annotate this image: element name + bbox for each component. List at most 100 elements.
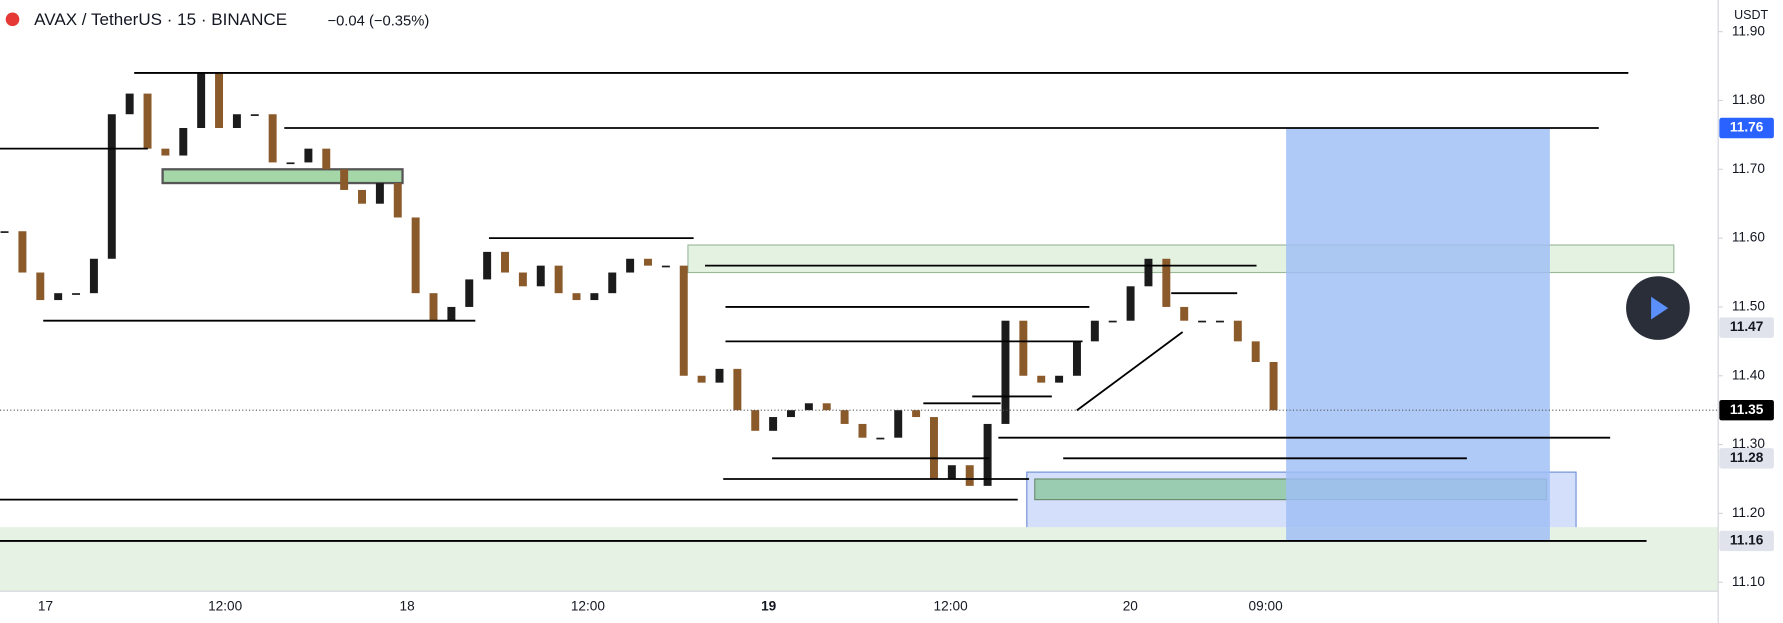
price-badge-label: 11.16 [1730,533,1764,548]
candle [858,423,867,438]
candle [0,231,9,233]
candle [751,410,760,431]
candle [1162,258,1171,307]
candle [608,272,617,294]
candle [1233,320,1242,342]
candle [393,183,402,218]
price-badge [1719,317,1774,338]
candle [661,265,670,268]
candle [232,114,241,129]
candle [572,293,581,301]
candle [912,410,921,418]
candle [322,148,331,170]
candle [304,148,313,163]
candle [1072,341,1081,376]
x-tick-label: 12:00 [571,599,606,614]
candle [644,258,652,266]
y-tick-label: 11.40 [1732,367,1766,382]
candle [518,272,527,287]
symbol-title[interactable]: AVAX / TetherUS · 15 · BINANCE [34,10,287,29]
symbol-logo [5,12,20,27]
candle [822,403,831,411]
play-icon[interactable] [1651,296,1669,320]
candle [465,279,474,307]
y-tick-label: 11.70 [1732,161,1766,176]
y-tick-label: 11.20 [1732,505,1766,520]
candle [143,93,152,149]
price-badge [1719,117,1774,139]
candle [89,258,98,294]
candle [197,72,206,129]
x-tick-label: 18 [400,599,415,614]
candle [447,306,456,321]
axis: 11.10 11.20 11.30 11.40 11.50 11.60 11.70 11.80… [38,23,1774,614]
candle [1126,286,1135,321]
play-button[interactable] [1626,276,1690,340]
zone [1286,128,1550,541]
y-tick-label: 11.80 [1732,92,1766,107]
candle [1019,320,1028,376]
candle [1269,361,1278,411]
candle [1144,258,1153,287]
candle [54,293,63,301]
candle [161,148,170,156]
candle [1037,375,1046,383]
candle [1055,375,1064,383]
candle [1001,320,1010,424]
zone [161,168,404,185]
candle [965,465,974,486]
candle [554,265,563,294]
x-tick-label: 12:00 [208,599,243,614]
x-tick-label: 09:00 [1249,599,1284,614]
candle [894,410,903,438]
x-tick-label: 17 [38,599,53,614]
candle [840,410,849,424]
candle [733,368,742,411]
y-tick-label: 11.60 [1732,230,1766,245]
candle [590,293,599,301]
candle [1090,320,1099,342]
candle [804,403,813,411]
trend-line [1076,331,1184,412]
candle [697,375,706,383]
candle [947,465,956,479]
candle [340,169,349,190]
candle [876,437,885,440]
candle [787,410,795,418]
candle [429,293,438,321]
plot [0,72,1719,542]
candle [268,114,277,163]
candle [179,128,188,156]
candle [215,72,224,129]
y-tick-label: 11.10 [1732,574,1766,589]
candle [929,417,938,479]
candle [1180,306,1189,321]
candle [411,217,420,294]
candle [36,272,45,301]
y-tick-label: 11.50 [1732,299,1766,314]
price-badge [1719,448,1774,469]
candle [250,114,259,116]
candle [358,189,366,204]
candle [375,183,384,204]
y-tick-label: 11.90 [1732,23,1766,38]
price-unit: USDT [1734,8,1768,22]
price-badge-label: 11.76 [1730,120,1764,135]
candle [1108,320,1117,323]
candle [1251,341,1260,362]
candle [286,162,295,165]
candle [769,417,778,431]
price-badge [1719,530,1774,552]
candle [18,231,27,273]
price-badge [1719,399,1774,421]
candle [125,93,134,115]
candle [715,368,724,383]
candle [501,251,509,273]
y-tick-label: 11.30 [1732,436,1766,451]
candle [983,423,992,486]
price-change: −0.04 (−0.35%) [327,14,429,30]
candle [72,293,81,295]
candle [483,251,492,280]
